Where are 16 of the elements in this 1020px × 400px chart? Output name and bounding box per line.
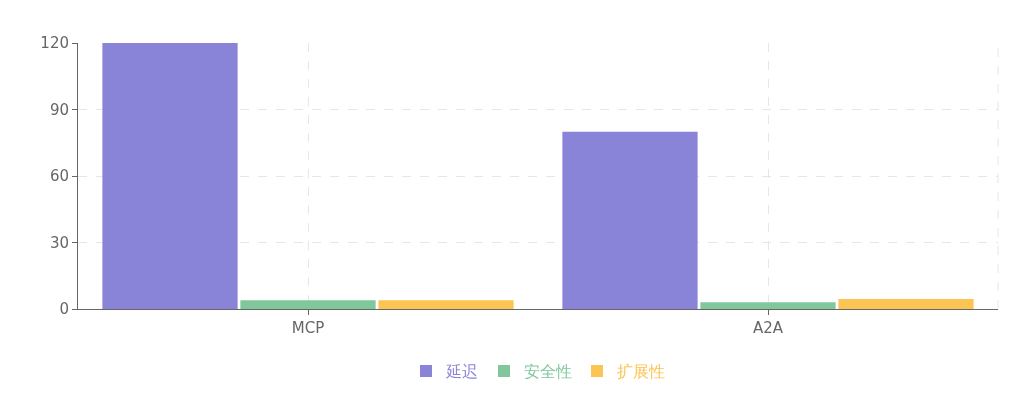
bar xyxy=(700,302,836,309)
bar xyxy=(240,300,376,309)
x-tick-label: A2A xyxy=(752,319,784,337)
legend-label: 安全性 xyxy=(524,362,572,382)
x-tick-label: MCP xyxy=(291,319,325,337)
y-tick-label: 90 xyxy=(49,100,69,119)
bar xyxy=(102,43,238,309)
y-tick-label: 30 xyxy=(49,233,69,252)
legend-label: 延迟 xyxy=(445,362,478,382)
bar xyxy=(378,300,514,309)
bar xyxy=(838,299,974,309)
y-tick-label: 0 xyxy=(59,300,69,319)
y-tick-label: 120 xyxy=(40,34,69,53)
y-tick-label: 60 xyxy=(49,167,69,186)
bar xyxy=(562,131,698,309)
legend-label: 扩展性 xyxy=(617,362,665,382)
